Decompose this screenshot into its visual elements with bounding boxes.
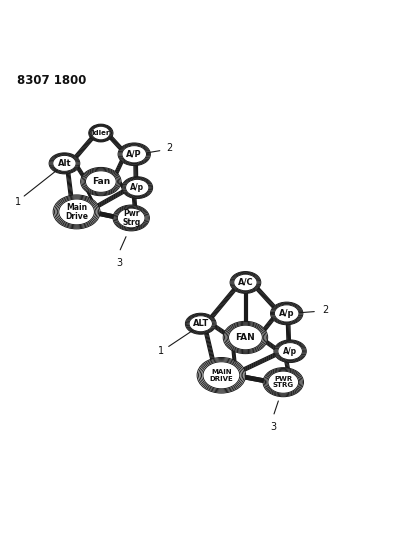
Text: A/C: A/C [237, 278, 253, 287]
Text: Main
Drive: Main Drive [65, 203, 88, 221]
Text: 1: 1 [158, 346, 164, 356]
Ellipse shape [274, 305, 298, 322]
Ellipse shape [267, 371, 298, 393]
Ellipse shape [277, 343, 302, 360]
Text: Fan: Fan [92, 177, 110, 186]
Text: 2: 2 [321, 305, 328, 315]
Ellipse shape [58, 199, 94, 225]
Text: 8307 1800: 8307 1800 [17, 75, 86, 87]
Ellipse shape [233, 274, 256, 291]
Ellipse shape [228, 325, 262, 350]
Text: 2: 2 [166, 143, 173, 153]
Text: A/p: A/p [282, 347, 297, 356]
Text: A/P: A/P [126, 150, 142, 159]
Ellipse shape [202, 362, 239, 389]
Ellipse shape [53, 156, 76, 171]
Text: FAN: FAN [235, 333, 255, 342]
Text: A/p: A/p [278, 309, 294, 318]
Text: Pwr
Strg: Pwr Strg [122, 208, 140, 227]
Text: 3: 3 [116, 257, 122, 268]
Text: PWR
STRG: PWR STRG [272, 376, 293, 389]
Text: A/p: A/p [130, 183, 144, 192]
Ellipse shape [189, 316, 212, 332]
Ellipse shape [125, 179, 148, 196]
Ellipse shape [117, 208, 145, 228]
Ellipse shape [121, 146, 146, 163]
Text: Idler: Idler [92, 130, 110, 136]
Text: MAIN
DRIVE: MAIN DRIVE [209, 369, 233, 382]
Ellipse shape [85, 171, 116, 192]
Text: 3: 3 [270, 422, 276, 432]
Ellipse shape [91, 126, 110, 140]
Text: ALT: ALT [192, 319, 208, 328]
Text: Alt: Alt [58, 159, 71, 168]
Text: 1: 1 [15, 197, 21, 207]
